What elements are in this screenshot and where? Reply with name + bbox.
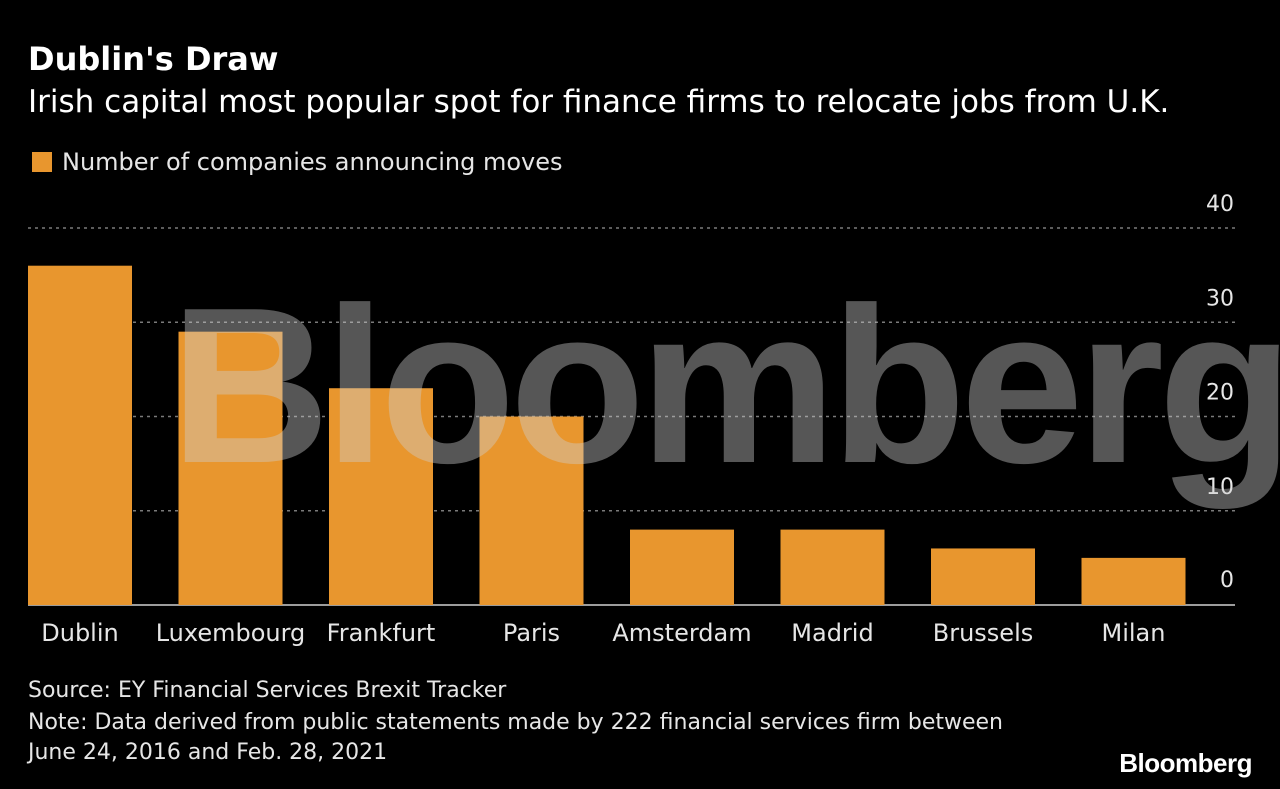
bar-frankfurt xyxy=(329,388,433,605)
bar-dublin xyxy=(28,265,132,605)
x-tick-label: Madrid xyxy=(791,619,873,647)
x-axis-labels: Dublin Luxembourg Frankfurt Paris Amsterdam M… xyxy=(41,619,1165,647)
x-tick-label: Amsterdam xyxy=(612,619,751,647)
x-tick-label: Paris xyxy=(503,619,560,647)
y-tick-label: 10 xyxy=(1206,475,1234,500)
x-tick-label: Frankfurt xyxy=(327,619,436,647)
bar-milan xyxy=(1081,557,1186,605)
data-note: Note: Data derived from public statement… xyxy=(28,710,1003,765)
y-tick-label: 40 xyxy=(1206,192,1234,217)
legend-label: Number of companies announcing moves xyxy=(62,148,563,176)
x-tick-label: Luxembourg xyxy=(156,619,306,647)
bloomberg-logo: Bloomberg xyxy=(1119,748,1252,778)
x-tick-label: Milan xyxy=(1102,619,1166,647)
y-tick-label: 30 xyxy=(1206,286,1234,311)
legend: Number of companies announcing moves xyxy=(32,148,562,176)
chart-title: Dublin's Draw xyxy=(28,40,279,78)
y-tick-label: 0 xyxy=(1220,568,1234,593)
chart-subtitle: Irish capital most popular spot for fina… xyxy=(28,84,1170,120)
bar-madrid xyxy=(780,529,885,605)
bar-amsterdam xyxy=(630,529,734,605)
bars xyxy=(28,265,1186,605)
bar-paris xyxy=(479,416,584,605)
y-tick-label: 20 xyxy=(1206,381,1234,406)
bar-luxembourg xyxy=(178,331,283,605)
bar-brussels xyxy=(931,548,1035,605)
legend-swatch xyxy=(32,152,52,172)
x-tick-label: Dublin xyxy=(41,619,118,647)
y-axis-ticks: 0 10 20 30 40 xyxy=(1206,192,1234,593)
x-tick-label: Brussels xyxy=(933,619,1034,647)
source-note: Source: EY Financial Services Brexit Tra… xyxy=(28,678,507,703)
